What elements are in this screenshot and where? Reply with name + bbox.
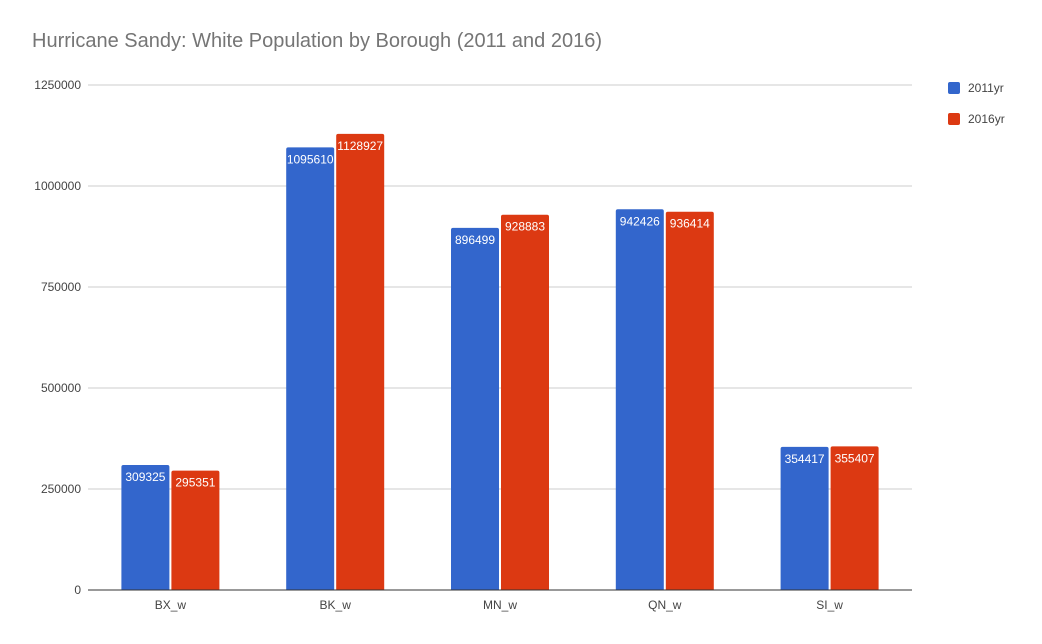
y-tick-label: 250000 [41, 482, 81, 496]
y-tick-label: 1250000 [34, 78, 81, 92]
gridlines [88, 84, 912, 490]
x-tick-label: MN_w [483, 598, 517, 612]
axes: 0 250000 500000 750000 1000000 1250000 BX_w BK_… [34, 78, 912, 612]
data-label: 942426 [620, 214, 660, 228]
y-tick-label: 1000000 [34, 179, 81, 193]
bar [286, 147, 335, 590]
data-label: 1095610 [287, 152, 334, 166]
data-label: 1128927 [337, 139, 383, 153]
bar [780, 446, 829, 590]
bar [171, 470, 220, 590]
data-label: 896499 [455, 233, 495, 247]
bar [615, 209, 664, 591]
bar [451, 227, 499, 591]
legend-item-2016: 2016yr [948, 109, 1005, 129]
bar [830, 446, 879, 590]
x-tick-label: BX_w [155, 598, 187, 612]
data-label: 309325 [125, 470, 165, 484]
data-label: 936414 [670, 217, 710, 231]
bar [121, 465, 170, 590]
data-label: 295351 [175, 476, 215, 490]
chart-title: Hurricane Sandy: White Population by Bor… [32, 30, 602, 52]
legend: 2011yr 2016yr [948, 78, 1005, 140]
bars [121, 133, 879, 591]
y-tick-label: 500000 [41, 381, 81, 395]
legend-item-2011: 2011yr [948, 78, 1005, 98]
data-label: 355407 [835, 451, 875, 465]
bar [336, 133, 385, 590]
legend-label-2016: 2016yr [968, 112, 1005, 126]
data-label: 354417 [785, 452, 825, 466]
y-tick-label: 750000 [41, 280, 81, 294]
y-tick-label: 0 [74, 583, 81, 597]
data-label: 928883 [505, 220, 545, 234]
x-tick-label: QN_w [648, 598, 682, 612]
legend-label-2011: 2011yr [968, 81, 1004, 95]
legend-swatch-2016 [948, 113, 960, 125]
legend-swatch-2011 [948, 82, 960, 94]
bar [501, 214, 549, 590]
x-tick-label: BK_w [320, 598, 352, 612]
x-tick-label: SI_w [816, 598, 843, 612]
bar [665, 211, 714, 590]
